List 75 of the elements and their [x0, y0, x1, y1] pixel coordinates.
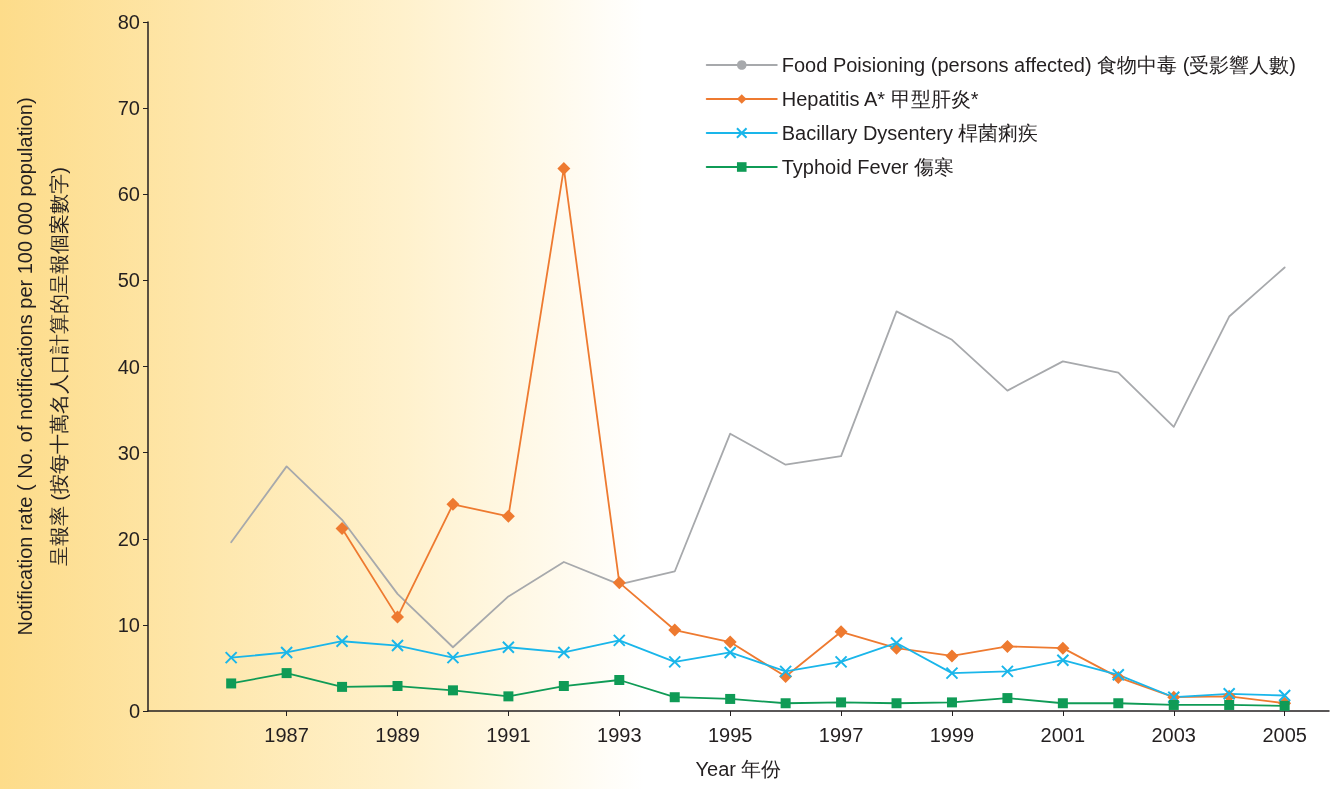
x-tick-label: 2005 — [1262, 724, 1307, 746]
point — [501, 509, 515, 523]
point — [281, 668, 292, 679]
x-tick-label: 2003 — [1151, 724, 1196, 746]
point — [779, 664, 793, 678]
point — [1113, 698, 1124, 709]
legend-label: Bacillary Dysentery 桿菌痢疾 — [781, 122, 1039, 144]
point — [668, 623, 682, 637]
y-tick-label: 30 — [117, 441, 140, 464]
point — [226, 678, 237, 689]
legend-label: Typhoid Fever 傷寒 — [781, 156, 955, 178]
point — [1000, 639, 1014, 653]
point — [1057, 698, 1068, 709]
point — [335, 634, 349, 648]
point — [945, 649, 959, 663]
point — [723, 645, 737, 659]
point — [1224, 699, 1235, 710]
y-axis-title: Notification rate ( No. of notifications per 100 000 population) 呈報率 (按每十萬名人口計算的呈報個案數字) — [14, 97, 70, 636]
point — [612, 576, 626, 590]
x-tick-label: 1999 — [929, 724, 975, 746]
y-tick-label: 50 — [117, 269, 140, 292]
point — [280, 645, 294, 659]
x-tick-label: 1997 — [818, 724, 864, 746]
point — [723, 635, 737, 649]
x-tick-label: 1987 — [264, 724, 309, 746]
point — [890, 636, 904, 650]
x-tick-label: 1991 — [486, 724, 531, 746]
point — [614, 674, 625, 685]
point — [946, 697, 957, 708]
point — [1002, 693, 1013, 704]
y-tick-label: 70 — [117, 97, 140, 120]
point — [1000, 664, 1014, 678]
point — [1168, 699, 1179, 710]
point — [501, 640, 515, 654]
point — [335, 521, 349, 535]
point — [725, 693, 736, 704]
point — [1279, 700, 1290, 711]
point — [891, 698, 902, 709]
point — [392, 681, 403, 692]
point — [1278, 689, 1292, 702]
line-series — [230, 266, 1286, 649]
point — [1056, 641, 1070, 655]
x-axis-title: Year 年份 — [695, 758, 782, 780]
point — [447, 685, 458, 696]
point — [557, 161, 571, 175]
y-tick-label: 40 — [117, 355, 140, 378]
y-tick-label: 60 — [117, 183, 140, 206]
y-tick-label: 0 — [128, 700, 140, 722]
point — [612, 633, 626, 647]
point — [669, 692, 680, 703]
point — [391, 610, 405, 624]
point — [446, 497, 460, 511]
y-tick-label: 20 — [117, 527, 140, 550]
point — [834, 655, 848, 669]
legend-label: Food Poisioning (persons affected) 食物中毒 (受影響人數) — [781, 54, 1296, 76]
point — [836, 697, 847, 708]
point — [503, 691, 514, 702]
point — [391, 639, 405, 653]
point — [780, 698, 791, 709]
point — [337, 681, 348, 692]
legend-label: Hepatitis A* 甲型肝炎* — [781, 88, 979, 110]
point — [557, 645, 571, 659]
point — [446, 651, 460, 665]
point — [668, 655, 682, 669]
point — [224, 651, 238, 665]
x-tick-label: 1993 — [597, 724, 642, 746]
point — [558, 681, 569, 692]
x-tick-label: 1995 — [707, 724, 753, 746]
x-tick-label: 1989 — [375, 724, 420, 746]
point — [834, 625, 848, 639]
y-tick-label: 80 — [117, 11, 140, 33]
x-tick-label: 2001 — [1040, 724, 1086, 746]
point — [945, 666, 959, 680]
point — [1056, 653, 1070, 667]
y-tick-label: 10 — [117, 613, 140, 636]
